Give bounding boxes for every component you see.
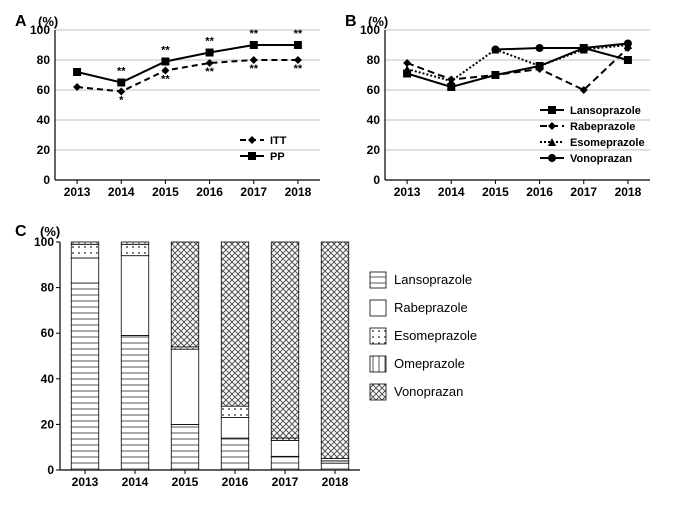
xtick: 2018 — [615, 185, 642, 199]
xtick: 2017 — [272, 475, 299, 489]
bar-segment — [221, 418, 249, 439]
ytick: 20 — [37, 143, 51, 157]
bar-segment — [71, 283, 99, 470]
bar-segment — [121, 242, 149, 244]
bar-segment — [271, 440, 299, 456]
legend-label: Esomeprazole — [570, 137, 645, 149]
bar-segment — [221, 438, 249, 470]
ytick: 40 — [37, 113, 51, 127]
figure: A(%)020406080100201320142015201620172018… — [10, 10, 670, 500]
legend-label: PP — [270, 151, 285, 163]
xtick: 2015 — [482, 185, 509, 199]
panel-label: B — [345, 13, 357, 30]
xtick: 2013 — [394, 185, 421, 199]
panel-label: C — [15, 223, 27, 240]
xtick: 2016 — [222, 475, 249, 489]
xtick: 2017 — [570, 185, 597, 199]
legend-label: Rabeprazole — [394, 300, 468, 315]
ytick: 20 — [41, 417, 55, 431]
ytick: 80 — [37, 53, 51, 67]
ytick: 60 — [41, 326, 55, 340]
ytick: 100 — [34, 235, 54, 249]
ytick: 100 — [360, 23, 380, 37]
bar-segment — [171, 242, 199, 347]
legend-swatch — [370, 384, 386, 400]
series-line — [495, 44, 627, 50]
sig-mark: ** — [205, 66, 214, 78]
xtick: 2014 — [122, 475, 149, 489]
sig-mark: ** — [161, 74, 170, 86]
sig-mark: ** — [205, 36, 214, 48]
xtick: 2014 — [108, 185, 135, 199]
ytick: 60 — [367, 83, 381, 97]
bar-segment — [121, 256, 149, 336]
ytick: 60 — [37, 83, 51, 97]
bar-segment — [221, 242, 249, 406]
bar-segment — [71, 242, 99, 244]
bar-segment — [71, 244, 99, 258]
xtick: 2017 — [240, 185, 267, 199]
xtick: 2015 — [152, 185, 179, 199]
ytick: 80 — [41, 281, 55, 295]
panel-b: B(%)020406080100201320142015201620172018… — [340, 10, 660, 210]
legend-label: Lansoprazole — [394, 272, 472, 287]
bar-segment — [271, 456, 299, 470]
series-line — [77, 45, 298, 83]
xtick: 2013 — [64, 185, 91, 199]
bar-segment — [171, 349, 199, 424]
xtick: 2018 — [285, 185, 312, 199]
bar-segment — [121, 335, 149, 470]
legend-label: Lansoprazole — [570, 105, 641, 117]
bar-segment — [171, 424, 199, 470]
ytick: 80 — [367, 53, 381, 67]
legend-label: Vonoprazan — [570, 153, 632, 165]
sig-mark: ** — [249, 63, 258, 75]
xtick: 2016 — [526, 185, 553, 199]
bar-segment — [121, 244, 149, 255]
bar-segment — [321, 463, 349, 470]
ytick: 0 — [47, 463, 54, 477]
sig-mark: ** — [249, 28, 258, 40]
bar-segment — [321, 242, 349, 459]
xtick: 2013 — [72, 475, 99, 489]
legend-label: Esomeprazole — [394, 328, 477, 343]
legend-swatch — [370, 300, 386, 316]
ytick: 40 — [367, 113, 381, 127]
sig-mark: ** — [294, 63, 303, 75]
sig-mark: ** — [294, 28, 303, 40]
legend-swatch — [370, 356, 386, 372]
xtick: 2018 — [322, 475, 349, 489]
xtick: 2014 — [438, 185, 465, 199]
xtick: 2016 — [196, 185, 223, 199]
legend-label: Rabeprazole — [570, 121, 635, 133]
ytick: 0 — [373, 173, 380, 187]
sig-mark: * — [119, 95, 124, 107]
ytick: 100 — [30, 23, 50, 37]
panel-label: A — [15, 13, 27, 30]
panel-c: C(%)020406080100201320142015201620172018… — [10, 220, 660, 500]
ytick: 0 — [43, 173, 50, 187]
panel-a: A(%)020406080100201320142015201620172018… — [10, 10, 330, 210]
series-line — [407, 48, 628, 87]
legend-label: Vonoprazan — [394, 384, 463, 399]
series-line — [77, 60, 298, 92]
ytick: 20 — [367, 143, 381, 157]
bar-segment — [71, 258, 99, 283]
legend-label: Omeprazole — [394, 356, 465, 371]
sig-mark: ** — [117, 66, 126, 78]
sig-mark: ** — [161, 45, 170, 57]
xtick: 2015 — [172, 475, 199, 489]
bar-segment — [221, 406, 249, 417]
legend-swatch — [370, 272, 386, 288]
ytick: 40 — [41, 372, 55, 386]
legend-swatch — [370, 328, 386, 344]
legend-label: ITT — [270, 135, 287, 147]
bar-segment — [271, 242, 299, 438]
